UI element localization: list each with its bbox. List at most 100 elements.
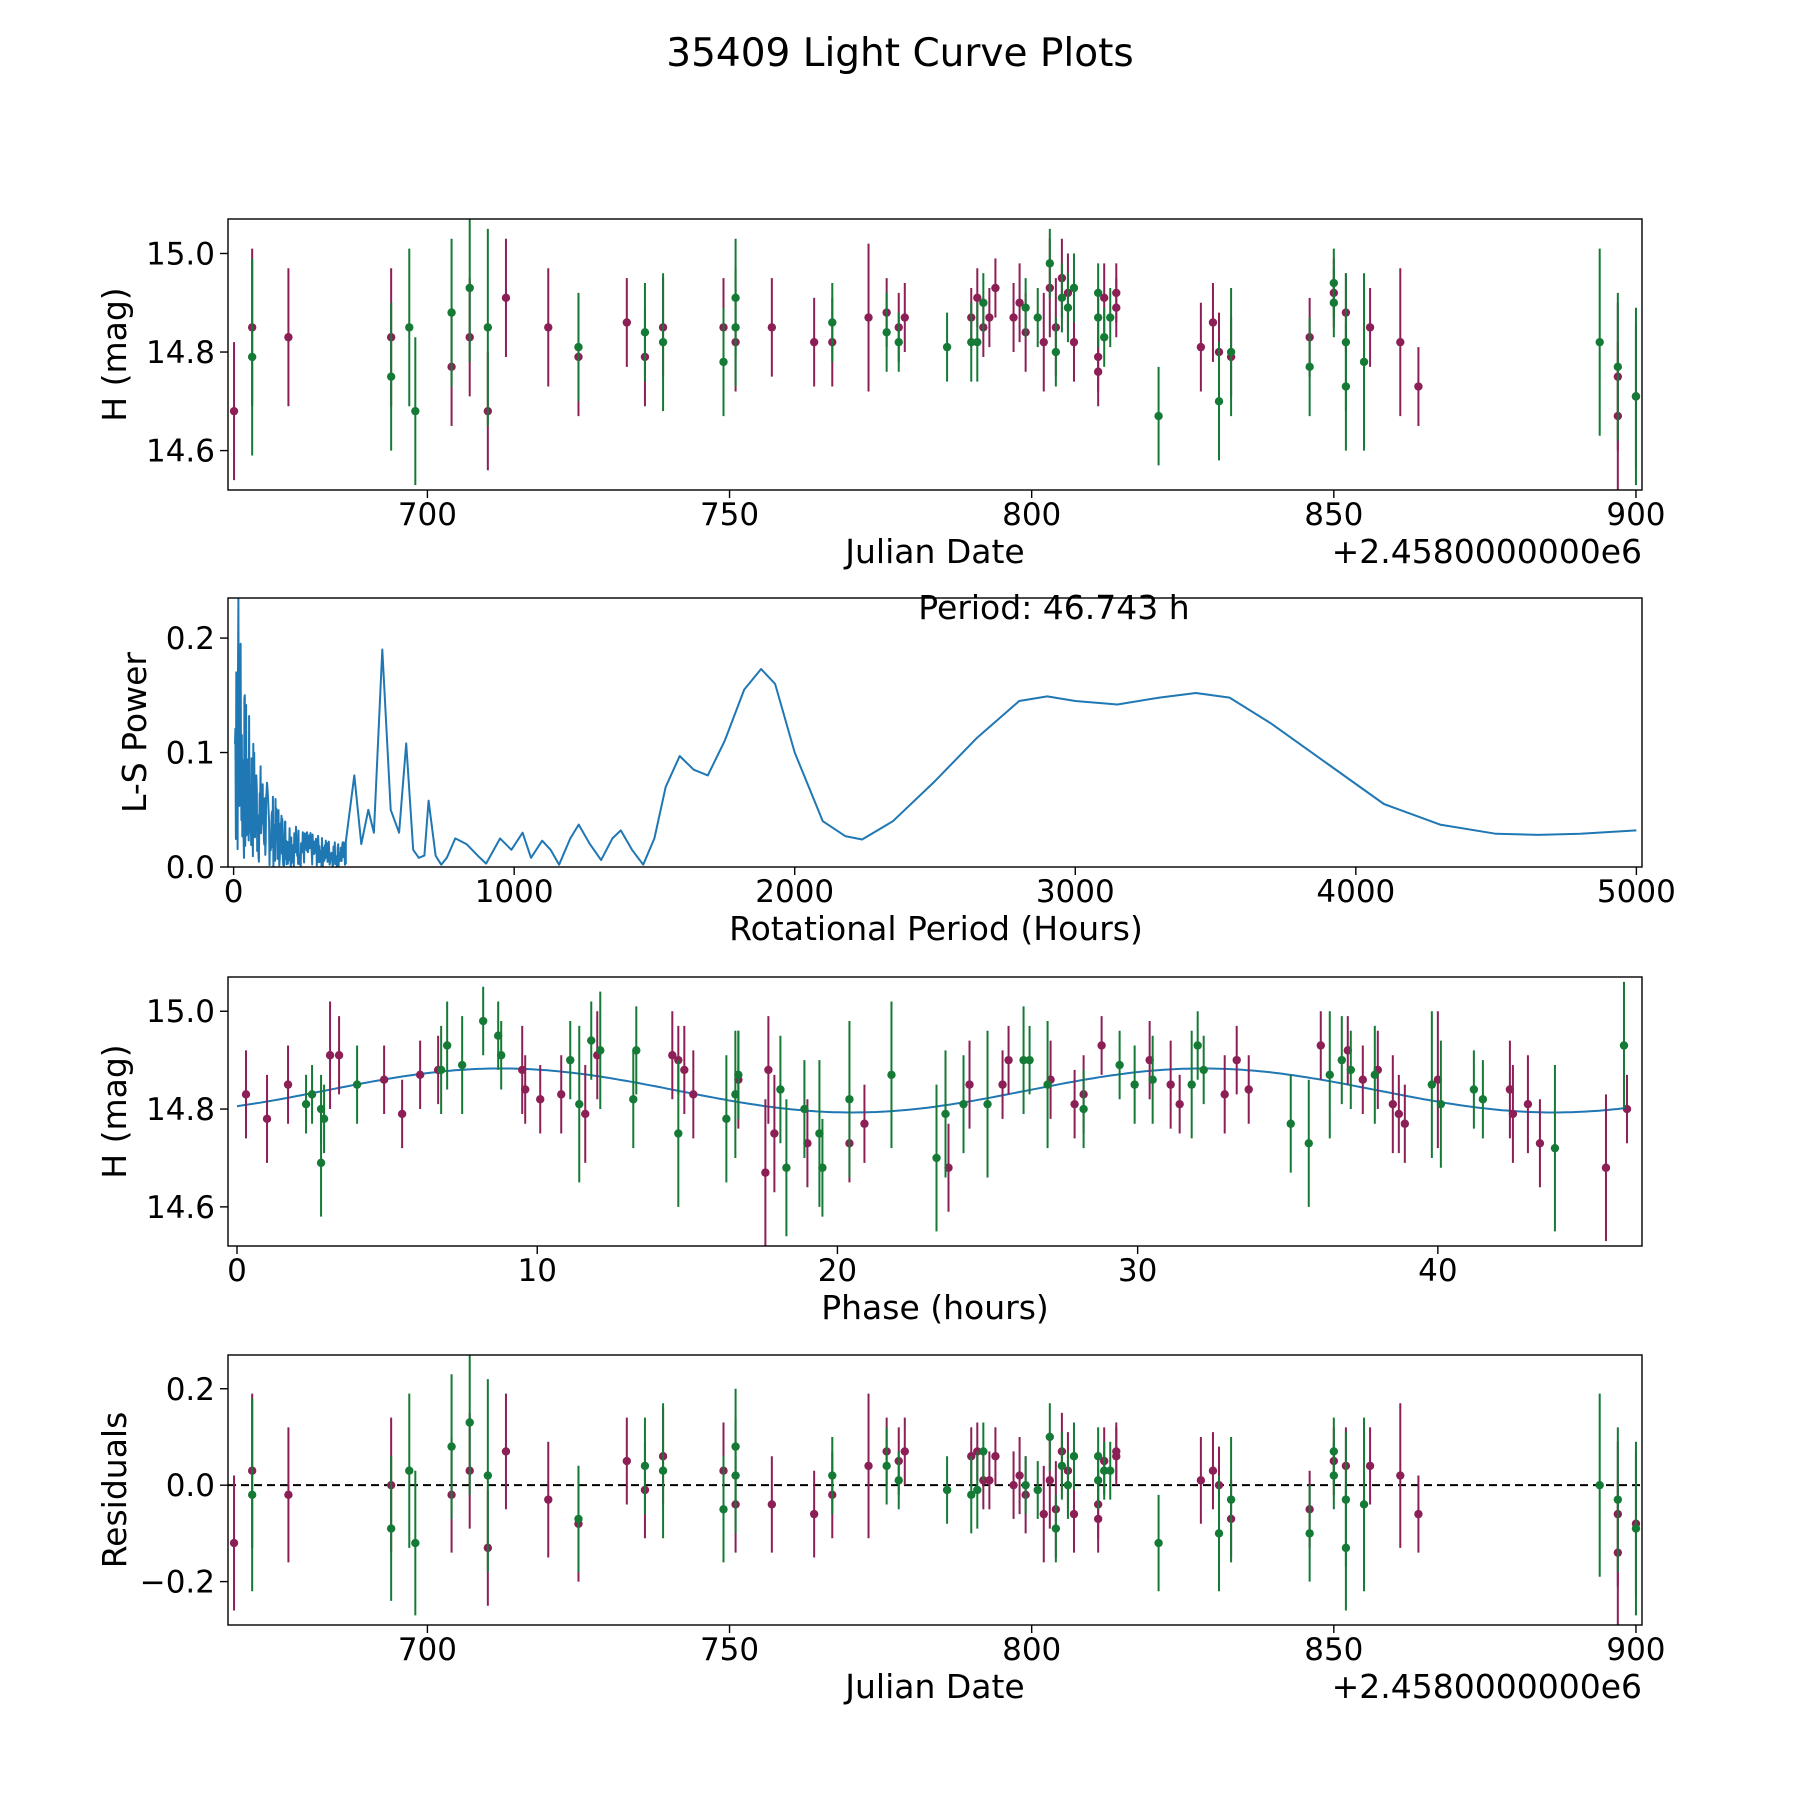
- data-point: [501, 293, 511, 303]
- x-offset-label: +2.4580000000e6: [1332, 532, 1642, 571]
- x-tick-label: 4000: [1316, 874, 1395, 910]
- data-point: [1004, 1055, 1013, 1065]
- data-point: [1414, 1509, 1423, 1519]
- data-point: [247, 352, 257, 362]
- plot-area: [234, 598, 1637, 867]
- data-point: [1414, 382, 1423, 391]
- data-point: [1106, 1466, 1115, 1475]
- light-curve-panel: 700 750 800 850 900 14.6 14.8 15.0 Julian Date H …: [95, 218, 1666, 571]
- data-point: [1093, 313, 1103, 322]
- data-point: [1093, 367, 1103, 376]
- y-tick-label: 15.0: [146, 236, 215, 272]
- data-point: [809, 337, 819, 347]
- data-point: [942, 342, 952, 352]
- data-point: [1033, 313, 1042, 322]
- axes-frame: [227, 1354, 1643, 1626]
- data-point: [1045, 1476, 1055, 1485]
- data-point: [900, 313, 909, 322]
- y-axis-label: H (mag): [95, 1044, 134, 1178]
- data-point: [405, 323, 414, 332]
- data-point: [1187, 1080, 1196, 1089]
- x-tick-label: 800: [1002, 497, 1061, 533]
- x-tick-label: 750: [700, 1632, 759, 1668]
- data-point: [596, 1046, 605, 1055]
- data-point: [658, 337, 668, 347]
- data-point: [1009, 313, 1018, 322]
- phase-folded-panel: 0 10 20 30 40 14.6 14.8 15.0 Phase (hours) H (mag…: [95, 976, 1643, 1327]
- data-point: [1193, 1041, 1202, 1050]
- data-point: [719, 1505, 728, 1514]
- y-axis-label: L-S Power: [115, 652, 154, 813]
- data-point: [1329, 1471, 1339, 1480]
- data-point: [1286, 1119, 1295, 1128]
- data-point: [882, 1461, 891, 1471]
- data-point: [1112, 1452, 1121, 1461]
- axes-frame: [227, 218, 1643, 491]
- data-point: [1115, 1060, 1124, 1070]
- x-tick-label: 800: [1002, 1632, 1061, 1668]
- data-point: [622, 1456, 632, 1466]
- periodogram-panel: Period: 46.743 h 0 1000 2000 3000 4000 5000 0.0…: [115, 588, 1676, 948]
- data-point: [767, 1500, 777, 1509]
- data-point: [566, 1055, 575, 1065]
- data-point: [1043, 1080, 1052, 1089]
- data-point: [674, 1129, 683, 1138]
- data-point: [1341, 1543, 1351, 1553]
- data-point: [316, 1158, 326, 1168]
- data-point: [1359, 357, 1369, 367]
- data-point: [1045, 1432, 1055, 1442]
- y-tick-label: 14.6: [146, 1190, 215, 1226]
- data-point: [411, 1538, 420, 1548]
- data-point: [809, 1509, 819, 1519]
- data-point: [1079, 1104, 1088, 1114]
- x-tick-label: 900: [1606, 1632, 1665, 1668]
- x-tick-label: 2000: [755, 874, 834, 910]
- series-band-g: [301, 981, 1629, 1237]
- data-point: [1523, 1099, 1533, 1109]
- data-point: [544, 1495, 553, 1504]
- data-point: [985, 313, 994, 322]
- data-point: [1099, 333, 1109, 342]
- x-tick-label: 0: [224, 874, 244, 910]
- data-point: [1208, 318, 1218, 327]
- data-point: [1069, 1452, 1079, 1461]
- data-point: [1595, 1480, 1604, 1490]
- data-point: [544, 323, 553, 332]
- data-point: [1099, 293, 1109, 303]
- data-point: [894, 1476, 903, 1485]
- data-point: [325, 1051, 335, 1060]
- series-band-r: [229, 1393, 1641, 1625]
- x-offset-label: +2.4580000000e6: [1332, 1667, 1642, 1706]
- data-point: [496, 1051, 506, 1060]
- data-point: [864, 313, 873, 322]
- data-point: [536, 1095, 545, 1104]
- data-point: [1226, 347, 1236, 357]
- x-axis-label: Rotational Period (Hours): [729, 909, 1143, 948]
- data-point: [967, 1490, 976, 1500]
- data-point: [640, 328, 650, 337]
- x-tick-label: 750: [700, 497, 759, 533]
- y-axis-label: H (mag): [95, 287, 134, 421]
- data-point: [1304, 1139, 1313, 1148]
- x-tick-label: 20: [818, 1253, 857, 1289]
- data-point: [1226, 1495, 1236, 1504]
- data-point: [1097, 1041, 1106, 1050]
- data-point: [998, 1080, 1007, 1089]
- data-point: [1550, 1143, 1560, 1153]
- data-point: [415, 1070, 425, 1080]
- data-point: [557, 1090, 566, 1099]
- data-point: [629, 1095, 638, 1104]
- data-point: [959, 1099, 968, 1109]
- data-point: [658, 1466, 668, 1475]
- data-point: [1337, 1055, 1346, 1065]
- data-point: [1063, 1480, 1073, 1490]
- y-tick-label: 0.2: [166, 621, 215, 657]
- data-point: [352, 1080, 362, 1089]
- x-tick-label: 1000: [475, 874, 554, 910]
- data-point: [1009, 1480, 1018, 1490]
- data-point: [1130, 1080, 1139, 1089]
- data-point: [581, 1109, 590, 1119]
- data-point: [680, 1065, 689, 1075]
- data-point: [574, 1514, 583, 1524]
- data-point: [1359, 1500, 1369, 1509]
